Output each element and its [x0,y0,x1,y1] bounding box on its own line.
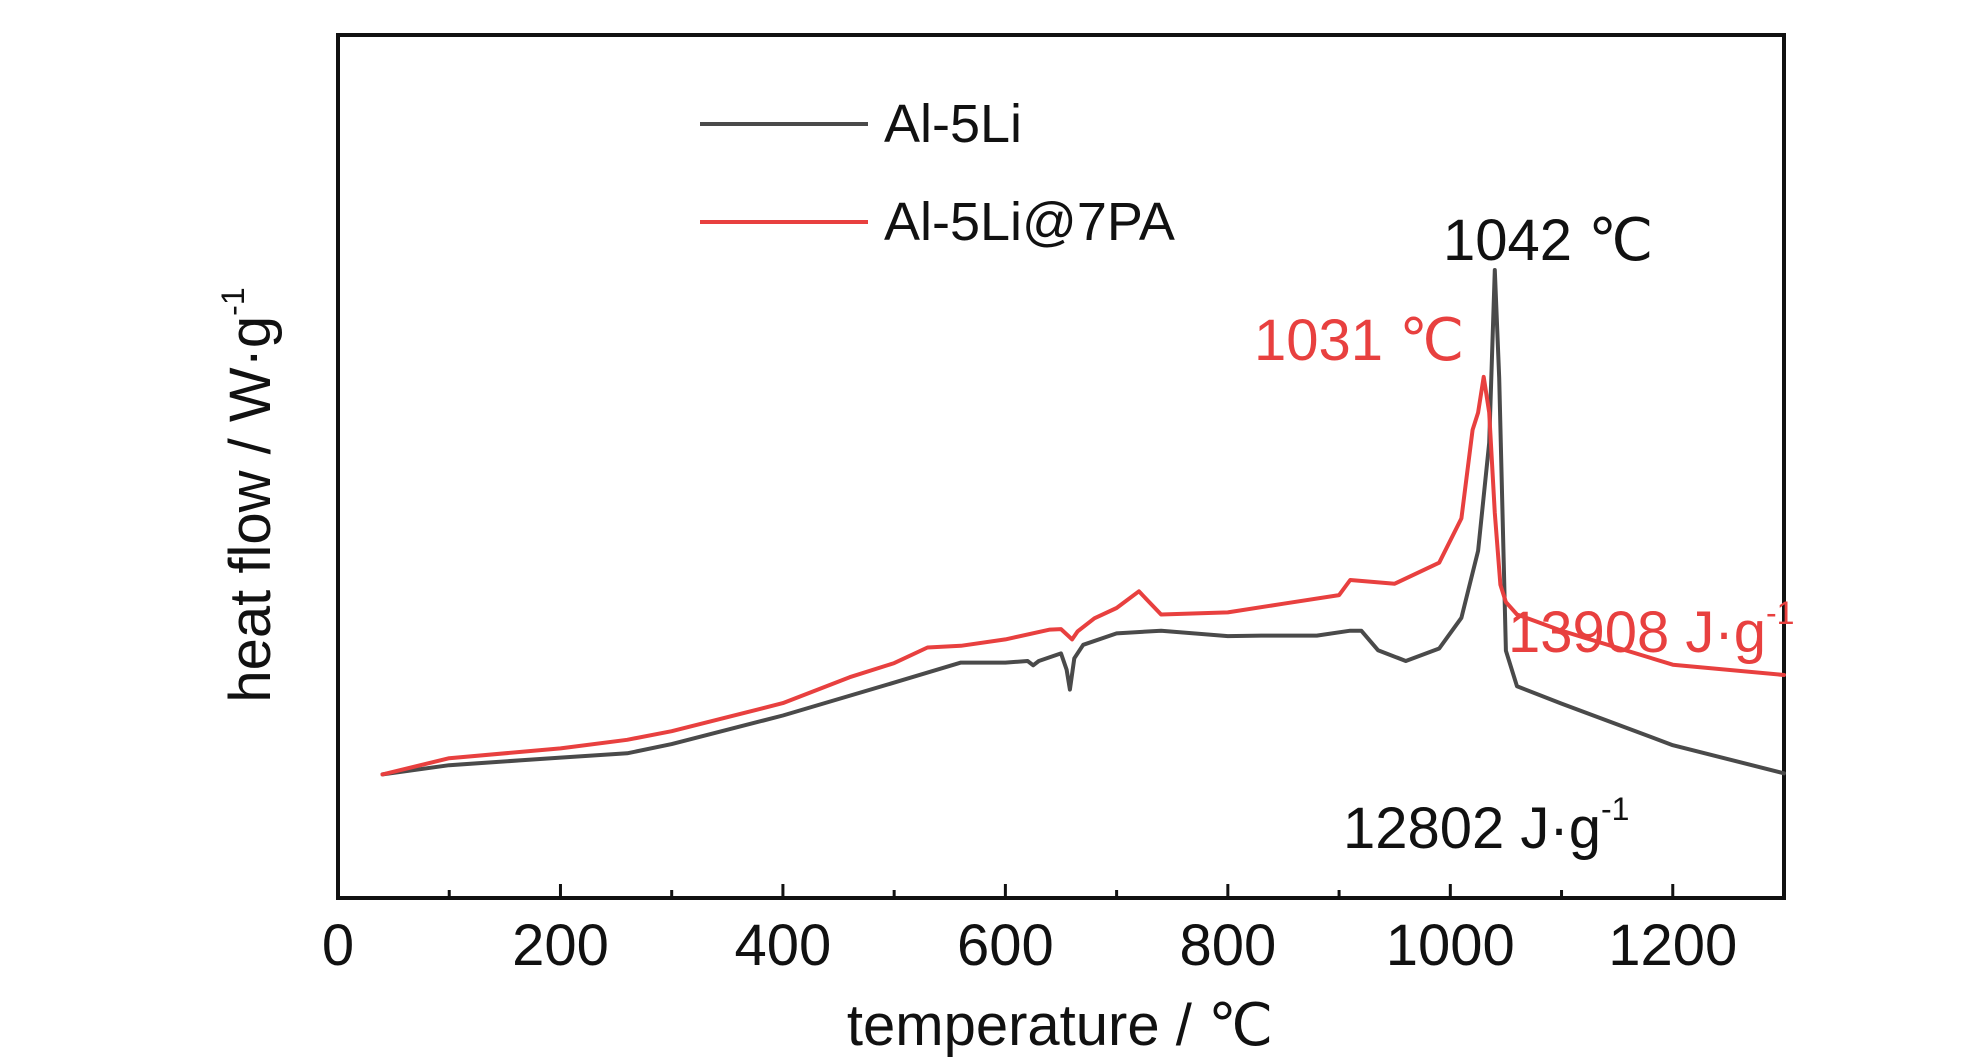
annotation-energy-13908-sup: -1 [1766,595,1794,631]
annotation-energy-12802-main: 12802 J·g [1343,796,1601,861]
y-axis-title-main: heat flow / W·g [218,316,283,703]
y-axis-title: heat flow / W·g-1 [215,287,283,702]
x-tick-labels: 0 200 400 600 800 1000 1200 [322,913,1737,978]
plot-frame [336,33,1786,900]
series-layer [380,268,1786,777]
legend-label-al-5li-7pa: Al-5Li@7PA [884,192,1175,252]
annotation-peak-1031: 1031 ℃ [1254,308,1464,373]
legend: Al-5Li Al-5Li@7PA [700,94,1175,252]
x-tick-label-600: 600 [957,913,1054,978]
series-line-al-5li-7pa [380,374,1786,777]
annotation-peak-1042: 1042 ℃ [1443,208,1653,273]
annotation-energy-13908: 13908 J·g-1 [1508,595,1794,665]
x-tick-label-800: 800 [1179,913,1276,978]
x-tick-label-1200: 1200 [1608,913,1737,978]
x-tick-label-200: 200 [512,913,609,978]
x-ticks [336,884,1675,898]
annotation-energy-12802-sup: -1 [1601,791,1629,827]
legend-label-al-5li: Al-5Li [884,94,1022,154]
x-tick-label-1000: 1000 [1386,913,1515,978]
x-tick-label-0: 0 [322,913,354,978]
x-axis-title: temperature / ℃ [847,993,1273,1058]
x-tick-label-400: 400 [735,913,832,978]
annotation-energy-13908-main: 13908 J·g [1508,600,1766,665]
series-line-al-5li [380,268,1786,777]
y-axis-title-sup: -1 [215,287,251,315]
annotation-energy-12802: 12802 J·g-1 [1343,791,1629,861]
